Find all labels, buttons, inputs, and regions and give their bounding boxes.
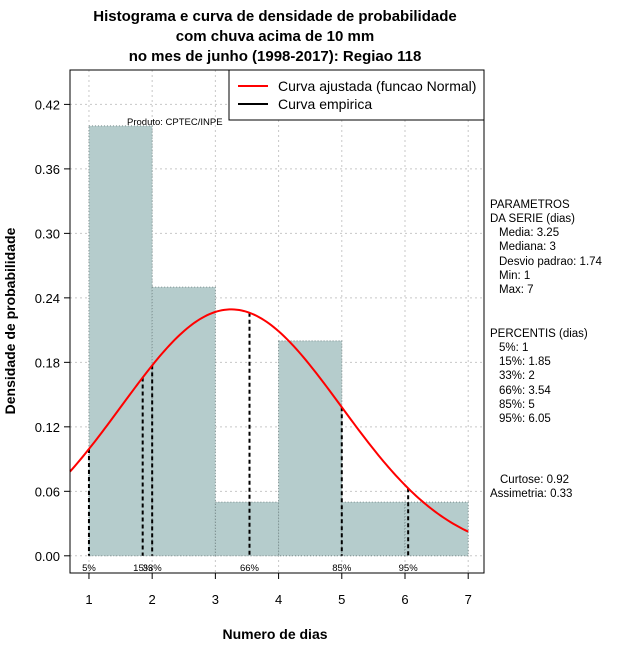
y-tick-label: 0.42 <box>35 97 60 112</box>
percentile-label: 95% <box>399 563 419 574</box>
x-tick-label: 4 <box>275 592 282 607</box>
x-tick-label: 6 <box>401 592 408 607</box>
parametro-max: Max: 7 <box>499 284 534 296</box>
parametro-min: Min: 1 <box>499 270 530 282</box>
parametros-heading-2: DA SERIE (dias) <box>490 213 575 225</box>
parameters-panel: PARAMETROS DA SERIE (dias) Media: 3.25 M… <box>490 199 603 296</box>
legend-label-fitted: Curva ajustada (funcao Normal) <box>278 78 476 94</box>
percentil-5: 5%: 1 <box>499 342 528 354</box>
x-tick-label: 1 <box>85 592 92 607</box>
parametro-mediana: Mediana: 3 <box>499 241 556 253</box>
parametro-media: Media: 3.25 <box>499 227 559 239</box>
curtose-value: Curtose: 0.92 <box>500 474 569 486</box>
normal-curve-layer <box>69 308 469 533</box>
percentile-label: 66% <box>240 563 260 574</box>
percentil-85: 85%: 5 <box>499 399 535 411</box>
y-tick-label: 0.30 <box>35 226 60 241</box>
percentile-label: 33% <box>143 563 163 574</box>
y-tick-label: 0.18 <box>35 355 60 370</box>
legend: Curva ajustada (funcao Normal) Curva emp… <box>228 69 485 121</box>
y-tick-label: 0.12 <box>35 420 60 435</box>
percentis-heading: PERCENTIS (dias) <box>490 328 588 340</box>
y-tick-label: 0.00 <box>35 549 60 564</box>
histogram-bar <box>278 340 343 557</box>
x-tick-label: 7 <box>465 592 472 607</box>
x-axis-title: Numero de dias <box>222 626 327 642</box>
y-tick-label: 0.24 <box>35 291 60 306</box>
y-tick-label: 0.36 <box>35 162 60 177</box>
percentile-lines: 5% 15%33% 66% 85% 95% <box>82 312 419 574</box>
x-tick-label: 5 <box>338 592 345 607</box>
percentil-66: 66%: 3.54 <box>499 385 551 397</box>
parametro-desvio: Desvio padrao: 1.74 <box>499 256 603 268</box>
y-axis-title: Densidade de probabilidade <box>2 227 18 414</box>
legend-box <box>228 69 485 121</box>
shape-panel: Curtose: 0.92 Assimetria: 0.33 <box>490 474 572 500</box>
percentile-label: 85% <box>332 563 352 574</box>
normal-fit-curve <box>69 308 469 533</box>
histogram-bar <box>341 501 406 557</box>
percentiles-panel: PERCENTIS (dias) 5%: 1 15%: 1.85 33%: 2 … <box>490 328 588 425</box>
y-tick-label: 0.06 <box>35 484 60 499</box>
chart-title-line-3: no mes de junho (1998-2017): Regiao 118 <box>129 48 422 65</box>
percentile-label: 15% <box>133 563 153 574</box>
axes: 1 2 3 4 5 6 7 0.00 0.06 0.12 0.18 0.24 0.30 0.36 0.42 <box>35 97 472 607</box>
histogram-bar <box>88 125 153 557</box>
x-tick-label: 3 <box>212 592 219 607</box>
parametros-heading-1: PARAMETROS <box>490 199 570 211</box>
percentil-95: 95%: 6.05 <box>499 413 551 425</box>
histogram-bars <box>88 125 469 557</box>
histogram-bar <box>151 286 216 557</box>
percentile-label: 5% <box>82 563 96 574</box>
histogram-bar <box>404 501 469 557</box>
percentil-15: 15%: 1.85 <box>499 356 551 368</box>
product-label: Produto: CPTEC/INPE <box>127 117 223 128</box>
histogram-bar <box>214 501 280 557</box>
chart-title-line-1: Histograma e curva de densidade de proba… <box>93 8 456 25</box>
x-tick-label: 2 <box>149 592 156 607</box>
chart-title-line-2: com chuva acima de 10 mm <box>176 28 374 45</box>
percentil-33: 33%: 2 <box>499 370 535 382</box>
legend-label-empirical: Curva empirica <box>278 96 372 112</box>
assimetria-value: Assimetria: 0.33 <box>490 488 572 500</box>
